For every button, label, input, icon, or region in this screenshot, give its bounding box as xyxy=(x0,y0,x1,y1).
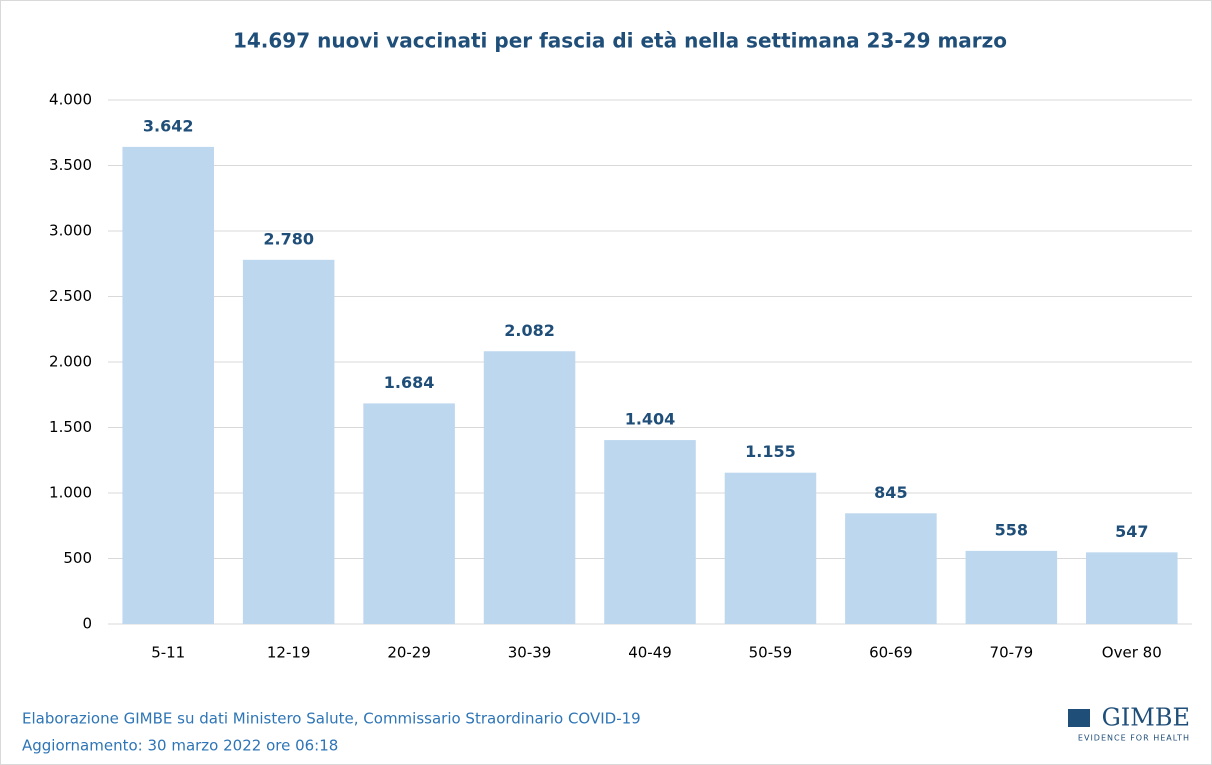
update-note: Aggiornamento: 30 marzo 2022 ore 06:18 xyxy=(22,737,338,755)
y-tick-label: 0 xyxy=(82,615,92,633)
bar xyxy=(965,550,1058,624)
x-tick-label: 70-79 xyxy=(990,644,1034,662)
bar xyxy=(122,146,214,624)
bar xyxy=(363,403,455,624)
x-tick-label: 50-59 xyxy=(749,644,793,662)
x-tick-label: 30-39 xyxy=(508,644,552,662)
bar xyxy=(724,472,817,624)
y-tick-label: 2.500 xyxy=(49,287,92,305)
value-label: 547 xyxy=(1115,522,1148,541)
bar xyxy=(242,259,335,624)
x-tick-label: 5-11 xyxy=(151,644,185,662)
value-label: 1.684 xyxy=(384,373,435,392)
y-tick-label: 3.000 xyxy=(49,222,92,240)
logo-name: GIMBE xyxy=(1102,704,1190,732)
source-note: Elaborazione GIMBE su dati Ministero Sal… xyxy=(22,710,641,728)
value-label: 558 xyxy=(995,520,1028,539)
value-label: 1.404 xyxy=(625,410,676,429)
x-tick-label: 40-49 xyxy=(628,644,672,662)
y-tick-label: 4.000 xyxy=(49,91,92,109)
y-tick-label: 2.000 xyxy=(49,353,92,371)
bar xyxy=(845,513,937,624)
x-tick-label: Over 80 xyxy=(1102,644,1162,662)
value-label: 845 xyxy=(874,483,907,502)
bar xyxy=(1086,552,1178,624)
y-tick-label: 500 xyxy=(63,549,92,567)
logo-icon xyxy=(1068,709,1090,727)
value-label: 3.642 xyxy=(143,116,194,135)
y-tick-label: 1.000 xyxy=(49,484,92,502)
x-tick-label: 12-19 xyxy=(267,644,311,662)
value-label: 2.082 xyxy=(504,321,555,340)
value-label: 2.780 xyxy=(263,229,314,248)
y-tick-label: 3.500 xyxy=(49,156,92,174)
y-tick-label: 1.500 xyxy=(49,418,92,436)
bar xyxy=(604,440,696,624)
x-tick-label: 20-29 xyxy=(387,644,431,662)
logo-tagline: EVIDENCE FOR HEALTH xyxy=(1078,734,1190,743)
x-tick-label: 60-69 xyxy=(869,644,913,662)
bar xyxy=(483,351,576,624)
chart-title: 14.697 nuovi vaccinati per fascia di età… xyxy=(233,29,1007,53)
value-label: 1.155 xyxy=(745,442,796,461)
